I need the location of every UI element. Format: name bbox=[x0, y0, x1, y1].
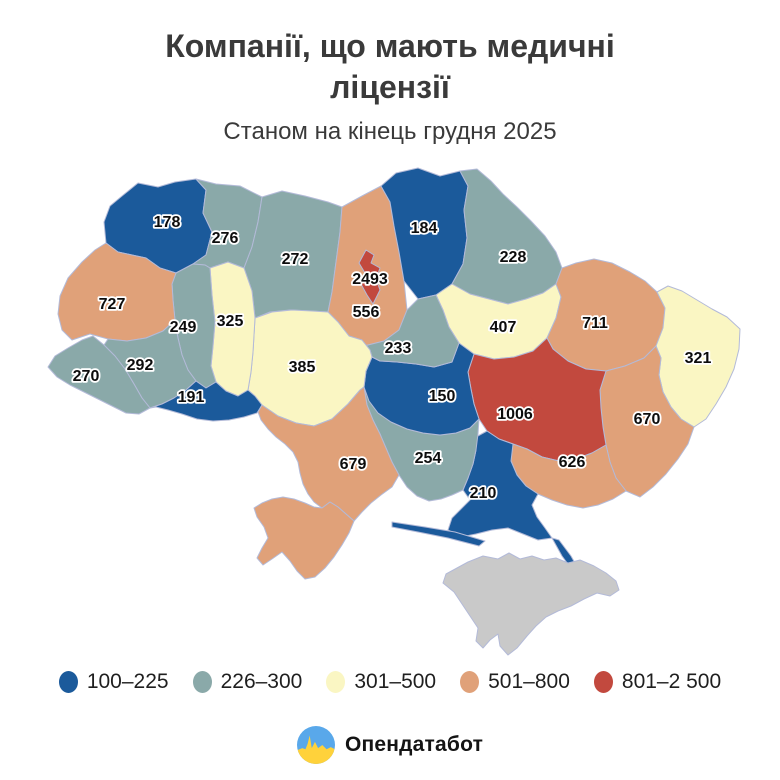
region-luhansk-value: 321 bbox=[685, 350, 712, 367]
region-kyiv-oblast-value: 556 bbox=[353, 304, 380, 321]
legend-swatch-bin5 bbox=[593, 671, 613, 693]
brand-footer: Опендатабот bbox=[0, 726, 780, 764]
region-zakarpattia-value: 270 bbox=[73, 368, 100, 385]
legend-item-bin1: 100–225 bbox=[58, 670, 169, 694]
region-kyiv-city-value: 2493 bbox=[352, 271, 388, 288]
region-odesa-north bbox=[257, 386, 400, 522]
legend-item-bin4: 501–800 bbox=[460, 670, 570, 694]
opendatabot-logo-icon bbox=[296, 726, 335, 764]
legend-label-bin5: 801–2 500 bbox=[621, 670, 722, 693]
region-vinnytsia-value: 385 bbox=[289, 359, 316, 376]
region-kirovohrad-value: 150 bbox=[429, 388, 456, 405]
region-donetsk-value: 670 bbox=[634, 411, 661, 428]
chart-title-line2: ліцензії bbox=[330, 69, 450, 105]
region-lviv-value: 727 bbox=[99, 296, 126, 313]
legend-label-bin4: 501–800 bbox=[488, 670, 570, 693]
legend-label-bin3: 301–500 bbox=[354, 670, 437, 693]
region-mykolaiv-value: 254 bbox=[415, 450, 442, 467]
region-dnipropetrovsk-value: 1006 bbox=[497, 406, 533, 423]
legend-label-bin1: 100–225 bbox=[86, 670, 169, 693]
region-chernivtsi bbox=[149, 380, 263, 422]
legend-item-bin5: 801–2 500 bbox=[593, 670, 722, 694]
region-ivano-frankivsk-value: 292 bbox=[127, 357, 154, 374]
region-kharkiv-value: 711 bbox=[582, 315, 608, 332]
region-cherkasy-value: 233 bbox=[385, 340, 412, 357]
chart-title-line1: Компанії, що мають медичні bbox=[165, 28, 615, 64]
region-kyiv-city bbox=[358, 249, 381, 305]
region-volyn-value: 178 bbox=[154, 214, 181, 231]
legend-item-bin2: 226–300 bbox=[192, 670, 303, 694]
region-ternopil-value: 249 bbox=[170, 319, 197, 336]
region-zhytomyr-value: 272 bbox=[282, 251, 309, 268]
region-zaporizhzhia-value: 626 bbox=[559, 454, 586, 471]
region-crimea bbox=[442, 552, 620, 656]
region-zakarpattia bbox=[47, 335, 151, 415]
legend-swatch-bin2 bbox=[192, 671, 212, 693]
legend-label-bin2: 226–300 bbox=[220, 670, 303, 693]
chart-subtitle: Станом на кінець грудня 2025 bbox=[223, 118, 557, 145]
region-odesa-budjak bbox=[253, 496, 355, 580]
chart-title: Компанії, що мають медичні ліцензії bbox=[0, 26, 780, 108]
legend-swatch-bin4 bbox=[460, 671, 480, 693]
legend-swatch-bin3 bbox=[326, 671, 346, 693]
region-chernihiv-value: 184 bbox=[411, 220, 438, 237]
region-odesa-value: 679 bbox=[340, 456, 367, 473]
region-sumy-value: 228 bbox=[500, 249, 527, 266]
legend-swatch-bin1 bbox=[58, 671, 78, 693]
region-sumy bbox=[451, 168, 563, 305]
region-kherson-value: 210 bbox=[470, 485, 497, 502]
region-poltava-value: 407 bbox=[490, 319, 517, 336]
brand-name: Опендатабот bbox=[344, 733, 484, 756]
region-khmelnytskyi-value: 325 bbox=[217, 313, 244, 330]
legend: 100–225 226–300 301–500 501–800 801–2 50… bbox=[0, 670, 780, 694]
region-rivne-value: 276 bbox=[212, 230, 239, 247]
legend-item-bin3: 301–500 bbox=[326, 670, 436, 694]
region-kherson-kinburn-spit bbox=[391, 521, 486, 547]
region-chernivtsi-value: 191 bbox=[178, 389, 205, 406]
